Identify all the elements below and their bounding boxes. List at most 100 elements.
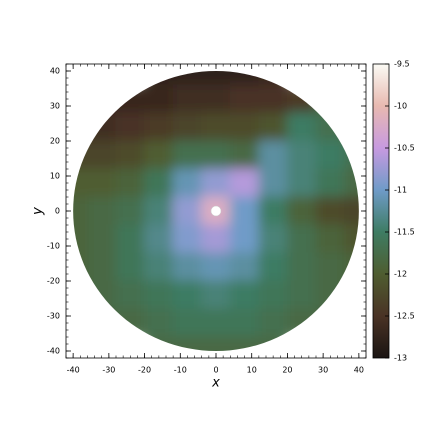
heat-cell <box>229 84 260 114</box>
y-tick-label: -40 <box>47 347 60 356</box>
y-tick-label: -30 <box>47 312 60 321</box>
heat-cell <box>86 112 117 142</box>
heat-cell <box>115 280 146 310</box>
heat-cell <box>144 252 174 282</box>
x-tick-label: 40 <box>354 366 364 375</box>
x-tick-label: -30 <box>102 366 115 375</box>
heat-cell <box>86 252 117 282</box>
heat-cell <box>86 168 117 198</box>
heat-cell <box>286 252 317 282</box>
heat-cell <box>258 84 288 114</box>
colorbar-tick-label: -12 <box>394 270 407 279</box>
colorbar-tick-label: -11 <box>394 186 407 195</box>
heat-cell <box>172 224 203 254</box>
heat-cell <box>315 196 346 226</box>
heat-cell <box>286 224 317 254</box>
heat-cell <box>144 224 174 254</box>
heat-cell <box>73 112 88 142</box>
colorbar-tick-label: -13 <box>394 354 407 363</box>
heat-cell <box>344 168 359 198</box>
heat-cell <box>286 168 317 198</box>
heat-cell <box>315 84 346 114</box>
heat-cell <box>315 168 346 198</box>
heat-cell <box>286 112 317 142</box>
heat-cell <box>229 140 260 170</box>
heat-cell <box>115 224 146 254</box>
heat-cell <box>86 84 117 114</box>
heat-cell <box>201 140 231 170</box>
heat-cell <box>115 196 146 226</box>
heat-cell <box>115 252 146 282</box>
heat-cell <box>86 308 117 338</box>
heat-cell <box>315 224 346 254</box>
heat-cell <box>73 224 88 254</box>
heat-cell <box>144 196 174 226</box>
heat-cell <box>258 308 288 338</box>
y-tick-label: 40 <box>50 67 60 76</box>
heat-cell <box>172 196 203 226</box>
heat-cell <box>144 168 174 198</box>
heat-cell <box>258 140 288 170</box>
center-hole <box>210 205 222 217</box>
heat-cell <box>344 112 359 142</box>
x-tick-label: -10 <box>174 366 187 375</box>
heat-cell <box>172 71 203 86</box>
heat-cell <box>172 336 203 351</box>
heat-cell <box>229 224 260 254</box>
heat-cell <box>258 196 288 226</box>
heat-cell <box>229 71 260 86</box>
heat-cell <box>258 112 288 142</box>
colorbar-tick-label: -9.5 <box>394 60 410 69</box>
heat-cell <box>172 308 203 338</box>
y-tick-label: 20 <box>50 137 60 146</box>
heat-cell <box>286 196 317 226</box>
heat-cell <box>172 112 203 142</box>
heat-cell <box>201 280 231 310</box>
heat-cell <box>286 84 317 114</box>
x-tick-label: 0 <box>213 366 218 375</box>
y-tick-label: 30 <box>50 102 60 111</box>
heat-cell <box>315 280 346 310</box>
heat-cell <box>115 140 146 170</box>
y-tick-label: -10 <box>47 242 60 251</box>
y-axis-label: y <box>31 207 46 216</box>
heat-cell <box>144 84 174 114</box>
heat-cell <box>315 112 346 142</box>
heat-cell <box>144 112 174 142</box>
heat-cell <box>258 168 288 198</box>
heat-cell <box>229 308 260 338</box>
heat-cell <box>144 71 174 86</box>
heat-cell <box>73 280 88 310</box>
heat-cell <box>86 224 117 254</box>
heat-cell <box>86 280 117 310</box>
heat-cell <box>344 196 359 226</box>
heat-cell <box>115 84 146 114</box>
heat-cell <box>144 280 174 310</box>
colorbar-tick-label: -10.5 <box>394 144 415 153</box>
heat-cell <box>115 112 146 142</box>
heat-cell <box>258 280 288 310</box>
heat-cell <box>201 112 231 142</box>
heat-cell <box>172 252 203 282</box>
heat-cell <box>115 168 146 198</box>
heat-cell <box>286 140 317 170</box>
colorbar-tick-label: -12.5 <box>394 312 415 321</box>
heat-cell <box>258 224 288 254</box>
x-tick-label: 20 <box>282 366 292 375</box>
heat-cell <box>172 168 203 198</box>
x-tick-label: -20 <box>138 366 151 375</box>
colorbar <box>372 63 390 359</box>
heat-cell <box>73 252 88 282</box>
heat-cell <box>286 280 317 310</box>
heat-cell <box>201 252 231 282</box>
heat-cell <box>172 140 203 170</box>
heat-cell <box>315 140 346 170</box>
heat-cell <box>201 84 231 114</box>
heat-cell <box>172 280 203 310</box>
heat-cell <box>144 140 174 170</box>
heat-cell <box>172 84 203 114</box>
heat-cell <box>344 224 359 254</box>
heat-cell <box>229 252 260 282</box>
heat-cell <box>201 71 231 86</box>
